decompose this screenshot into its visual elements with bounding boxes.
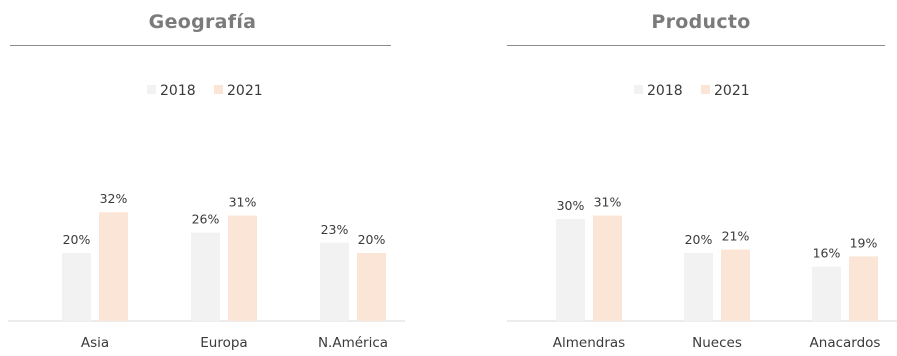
bar-almendras-2021 xyxy=(593,215,622,321)
legend-swatch-2018 xyxy=(147,85,156,94)
chart-legend: 2018 2021 xyxy=(634,83,750,99)
data-label-almendras-2018: 30% xyxy=(557,198,585,213)
legend-swatch-2018 xyxy=(634,85,643,94)
category-label-almendras: Almendras xyxy=(553,335,625,351)
bar-nueces-2021 xyxy=(721,249,750,321)
legend-label-2021: 2021 xyxy=(714,83,750,99)
data-label-asia-2021: 32% xyxy=(100,191,128,206)
bar-anacardos-2018 xyxy=(812,266,841,321)
bar-asia-2018 xyxy=(62,253,91,321)
data-label-asia-2018: 20% xyxy=(63,232,91,247)
bar-n-america-2021 xyxy=(357,253,386,321)
chart-title: Geografía xyxy=(148,11,257,33)
category-label-anacardos: Anacardos xyxy=(810,335,881,351)
data-label-anacardos-2018: 16% xyxy=(813,246,841,261)
bar-anacardos-2021 xyxy=(849,256,878,321)
bar-almendras-2018 xyxy=(556,219,585,321)
category-label-asia: Asia xyxy=(81,335,109,351)
data-label-europa-2021: 31% xyxy=(229,195,257,210)
bar-nueces-2018 xyxy=(684,253,713,321)
category-label-n-america: N.América xyxy=(318,335,388,351)
legend-label-2018: 2018 xyxy=(160,83,196,99)
legend-swatch-2021 xyxy=(214,85,223,94)
data-label-n-america-2021: 20% xyxy=(358,232,386,247)
legend-swatch-2021 xyxy=(701,85,710,94)
data-label-nueces-2018: 20% xyxy=(685,232,713,247)
data-label-almendras-2021: 31% xyxy=(594,195,622,210)
title-divider xyxy=(10,45,391,46)
data-label-anacardos-2021: 19% xyxy=(850,235,878,250)
bar-europa-2021 xyxy=(228,215,257,321)
data-label-nueces-2021: 21% xyxy=(722,229,750,244)
chart-title: Producto xyxy=(651,11,751,33)
bar-n-america-2018 xyxy=(320,242,349,321)
legend-label-2018: 2018 xyxy=(647,83,683,99)
data-label-n-america-2018: 23% xyxy=(321,222,349,237)
data-label-europa-2018: 26% xyxy=(192,212,220,227)
title-divider xyxy=(507,45,885,46)
producto-chart-panel: Producto 2018 2021 30% 31% Almendras 20% 21% Nu… xyxy=(505,0,897,356)
bar-europa-2018 xyxy=(191,232,220,321)
category-label-europa: Europa xyxy=(200,335,247,351)
bar-asia-2021 xyxy=(99,212,128,321)
legend-label-2021: 2021 xyxy=(227,83,263,99)
category-label-nueces: Nueces xyxy=(692,335,742,351)
geografia-bar-chart: 2018 2021 20% 32% Asia 26% 31% Europa 23% 20% N.Am… xyxy=(8,83,405,351)
geografia-chart-panel: Geografía 2018 2021 20% 32% Asia 26% 31% Europa… xyxy=(0,0,405,356)
producto-bar-chart: 2018 2021 30% 31% Almendras 20% 21% Nueces 16% 19… xyxy=(507,83,897,351)
chart-legend: 2018 2021 xyxy=(147,83,263,99)
